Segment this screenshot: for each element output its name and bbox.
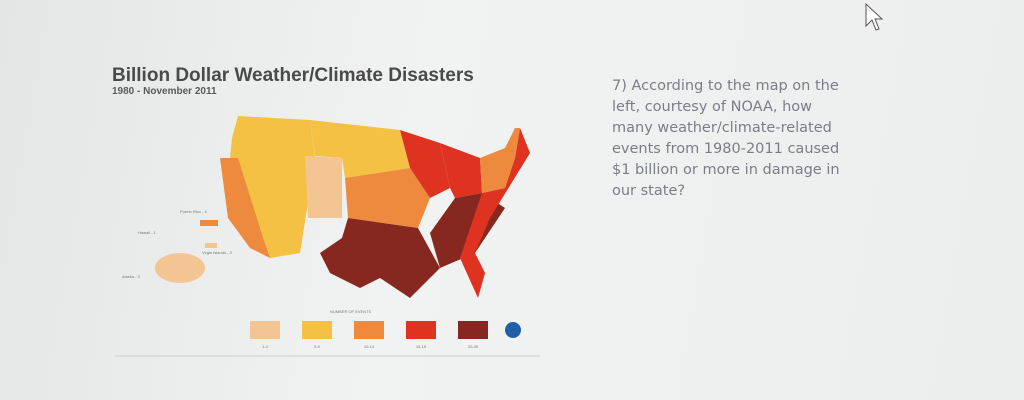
territory-label: Puerto Rico - 4 xyxy=(180,209,207,214)
territory-label: Virgin Islands - 3 xyxy=(202,250,232,255)
map-title: Billion Dollar Weather/Climate Disasters xyxy=(112,65,474,86)
legend: 1-4 5-9 10-14 15-19 20-40 xyxy=(250,321,488,349)
question-line: 7) According to the map on the xyxy=(612,78,839,94)
territory-label: Alaska - 3 xyxy=(122,274,141,279)
legend-title: NUMBER OF EVENTS xyxy=(330,309,371,314)
question-line: many weather/climate-related xyxy=(612,120,832,136)
us-map xyxy=(220,116,530,298)
map-subtitle: 1980 - November 2011 xyxy=(112,86,217,97)
noaa-logo xyxy=(505,322,521,338)
territory-insets: Puerto Rico - 4 Hawaii - 1 Virgin Island… xyxy=(122,209,232,283)
question-line: $1 billion or more in damage in xyxy=(612,162,840,178)
question-line: left, courtesy of NOAA, how xyxy=(612,99,813,115)
legend-swatch xyxy=(250,321,280,339)
territory-label: Hawaii - 1 xyxy=(138,230,157,235)
legend-swatch xyxy=(406,321,436,339)
question: 7) According to the map on the left, cour… xyxy=(612,76,840,202)
mouse-cursor xyxy=(865,2,884,31)
legend-label: 5-9 xyxy=(314,344,321,349)
legend-label: 20-40 xyxy=(468,344,479,349)
legend-swatch xyxy=(354,321,384,339)
legend-swatch xyxy=(302,321,332,339)
question-line: events from 1980-2011 caused xyxy=(612,141,840,157)
legend-label: 15-19 xyxy=(416,344,427,349)
question-line: our state? xyxy=(612,183,686,199)
legend-label: 1-4 xyxy=(262,344,269,349)
map-figure: Billion Dollar Weather/Climate Disasters… xyxy=(112,65,540,357)
legend-swatch xyxy=(458,321,488,339)
legend-label: 10-14 xyxy=(364,344,375,349)
